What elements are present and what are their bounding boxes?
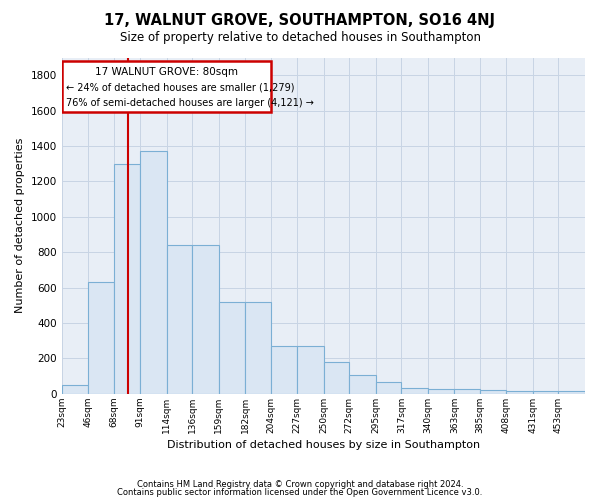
Text: Size of property relative to detached houses in Southampton: Size of property relative to detached ho… bbox=[119, 32, 481, 44]
Bar bbox=[62, 61, 271, 112]
X-axis label: Distribution of detached houses by size in Southampton: Distribution of detached houses by size … bbox=[167, 440, 480, 450]
Y-axis label: Number of detached properties: Number of detached properties bbox=[15, 138, 25, 314]
Bar bbox=[349, 376, 376, 394]
Bar bbox=[140, 152, 167, 394]
Bar bbox=[428, 388, 454, 394]
Bar bbox=[245, 302, 271, 394]
Text: Contains public sector information licensed under the Open Government Licence v3: Contains public sector information licen… bbox=[118, 488, 482, 497]
Bar bbox=[454, 390, 480, 394]
Bar bbox=[506, 391, 533, 394]
Bar bbox=[113, 164, 140, 394]
Bar bbox=[62, 385, 88, 394]
Text: 17, WALNUT GROVE, SOUTHAMPTON, SO16 4NJ: 17, WALNUT GROVE, SOUTHAMPTON, SO16 4NJ bbox=[104, 12, 496, 28]
Bar bbox=[271, 346, 298, 394]
Bar bbox=[298, 346, 324, 394]
Bar bbox=[401, 388, 428, 394]
Bar bbox=[192, 245, 219, 394]
Bar bbox=[480, 390, 506, 394]
Bar bbox=[88, 282, 113, 394]
Bar bbox=[376, 382, 401, 394]
Bar bbox=[167, 245, 192, 394]
Bar bbox=[533, 391, 559, 394]
Bar bbox=[219, 302, 245, 394]
Text: 17 WALNUT GROVE: 80sqm: 17 WALNUT GROVE: 80sqm bbox=[95, 67, 238, 77]
Text: Contains HM Land Registry data © Crown copyright and database right 2024.: Contains HM Land Registry data © Crown c… bbox=[137, 480, 463, 489]
Text: ← 24% of detached houses are smaller (1,279): ← 24% of detached houses are smaller (1,… bbox=[66, 82, 295, 92]
Text: 76% of semi-detached houses are larger (4,121) →: 76% of semi-detached houses are larger (… bbox=[66, 98, 314, 108]
Bar bbox=[324, 362, 349, 394]
Bar bbox=[559, 391, 585, 394]
